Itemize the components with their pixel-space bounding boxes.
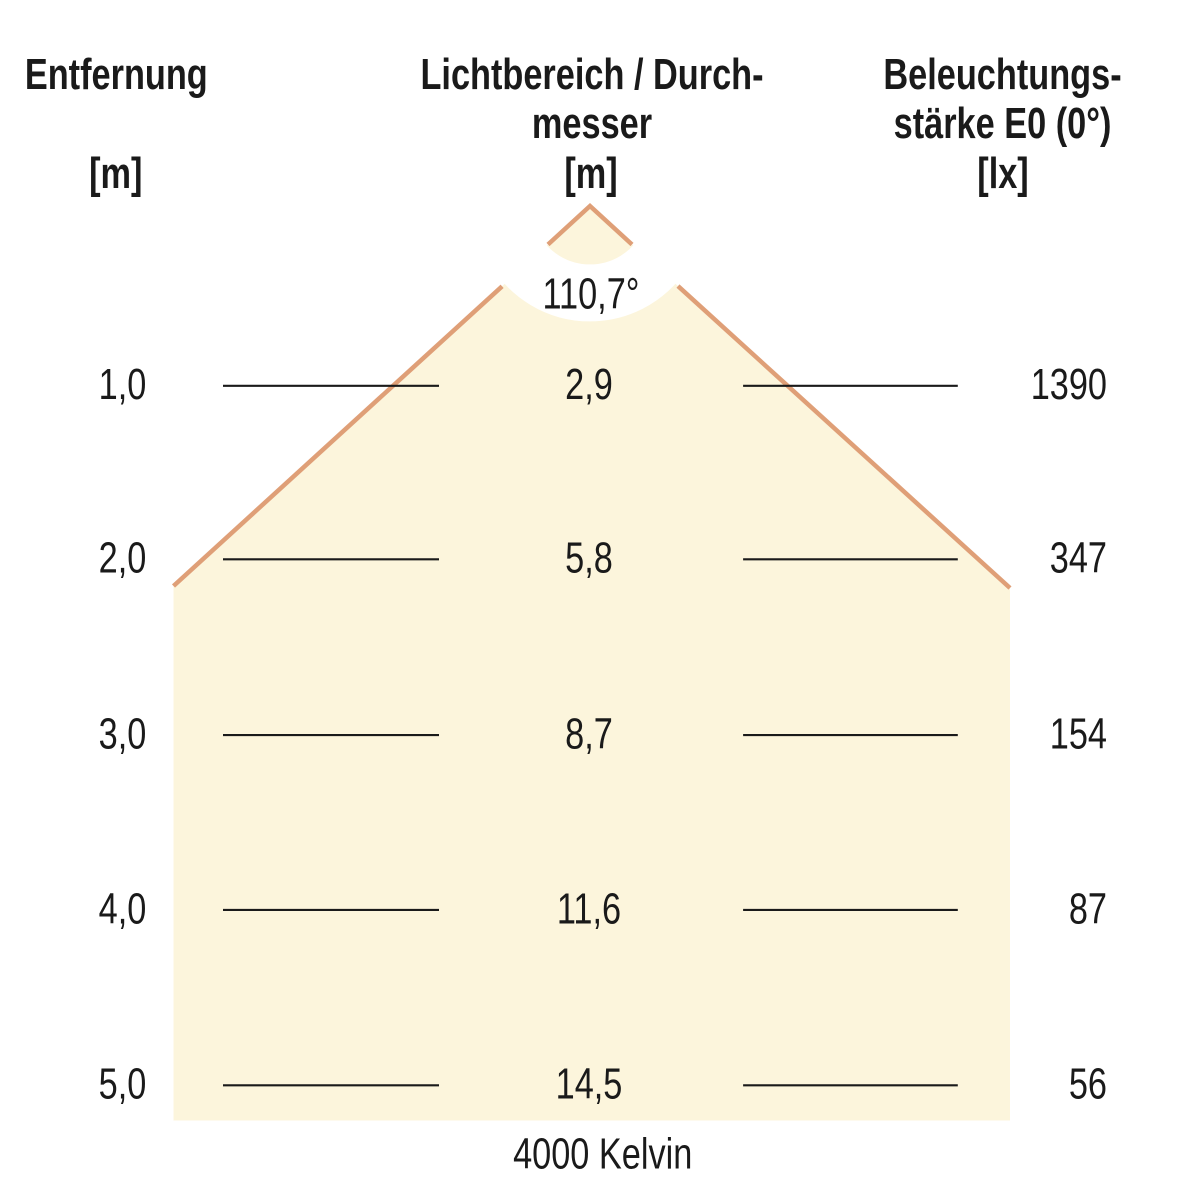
svg-text:5,0: 5,0 (99, 1059, 147, 1108)
svg-text:[m]: [m] (89, 149, 142, 198)
svg-text:154: 154 (1050, 709, 1107, 758)
svg-text:Lichtbereich / Durch-: Lichtbereich / Durch- (420, 50, 763, 99)
svg-text:14,5: 14,5 (556, 1059, 623, 1108)
svg-text:2,9: 2,9 (565, 360, 613, 409)
svg-text:347: 347 (1050, 534, 1107, 583)
svg-text:Entfernung: Entfernung (25, 50, 208, 99)
svg-text:110,7°: 110,7° (542, 270, 639, 319)
svg-text:[lx]: [lx] (977, 149, 1028, 198)
svg-text:4,0: 4,0 (99, 884, 147, 933)
svg-text:2,0: 2,0 (99, 534, 147, 583)
svg-text:stärke E0 (0°): stärke E0 (0°) (894, 99, 1112, 148)
svg-text:1390: 1390 (1031, 360, 1107, 409)
svg-text:Beleuchtungs-: Beleuchtungs- (883, 50, 1121, 99)
svg-text:5,8: 5,8 (565, 534, 613, 583)
svg-text:87: 87 (1069, 884, 1107, 933)
svg-text:1,0: 1,0 (99, 360, 147, 409)
svg-text:messer: messer (532, 99, 652, 148)
svg-text:8,7: 8,7 (565, 709, 613, 758)
svg-text:56: 56 (1069, 1059, 1107, 1108)
svg-text:4000 Kelvin: 4000 Kelvin (513, 1130, 692, 1179)
svg-text:3,0: 3,0 (99, 709, 147, 758)
svg-text:[m]: [m] (564, 149, 617, 198)
svg-text:11,6: 11,6 (557, 884, 621, 933)
